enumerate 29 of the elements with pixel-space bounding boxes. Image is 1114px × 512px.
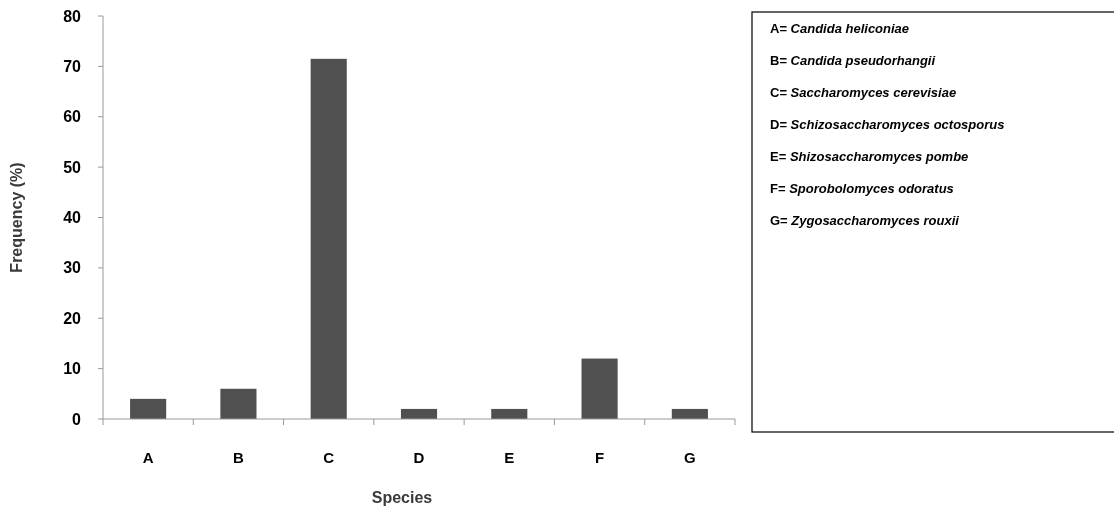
x-tick-label: A	[142, 449, 154, 466]
y-axis-title: Frequency (%)	[8, 162, 25, 273]
y-tick-label: 50	[63, 158, 82, 176]
bar	[581, 358, 618, 419]
y-tick-label: 20	[63, 309, 82, 327]
y-tick-label: 70	[63, 57, 82, 75]
bar	[310, 58, 347, 419]
x-tick-label: G	[684, 449, 696, 466]
text: E= Shizosaccharomyces pombe	[770, 149, 969, 164]
y-tick-label: 10	[63, 360, 82, 378]
text: C= Saccharomyces cerevisiae	[770, 85, 957, 100]
x-tick-label: C	[323, 449, 335, 466]
x-tick-label: F	[594, 449, 605, 466]
y-tick-label: 40	[63, 209, 82, 227]
text: F= Sporobolomyces odoratus	[770, 181, 954, 196]
text: B= Candida pseudorhangii	[770, 53, 936, 68]
text: A= Candida heliconiae	[770, 21, 910, 36]
x-tick-label: D	[413, 449, 425, 466]
x-tick-label: B	[233, 449, 245, 466]
text: G= Zygosaccharomyces rouxii	[770, 213, 960, 228]
bar	[130, 398, 167, 419]
bar	[220, 388, 257, 419]
y-tick-label: 0	[72, 410, 82, 428]
y-tick-label: 30	[63, 259, 82, 277]
y-tick-label: 60	[63, 108, 82, 126]
text: D= Schizosaccharomyces octosporus	[770, 117, 1005, 132]
y-tick-label: 80	[63, 7, 82, 25]
x-axis-title: Species	[371, 489, 433, 506]
x-tick-label: E	[504, 449, 515, 466]
